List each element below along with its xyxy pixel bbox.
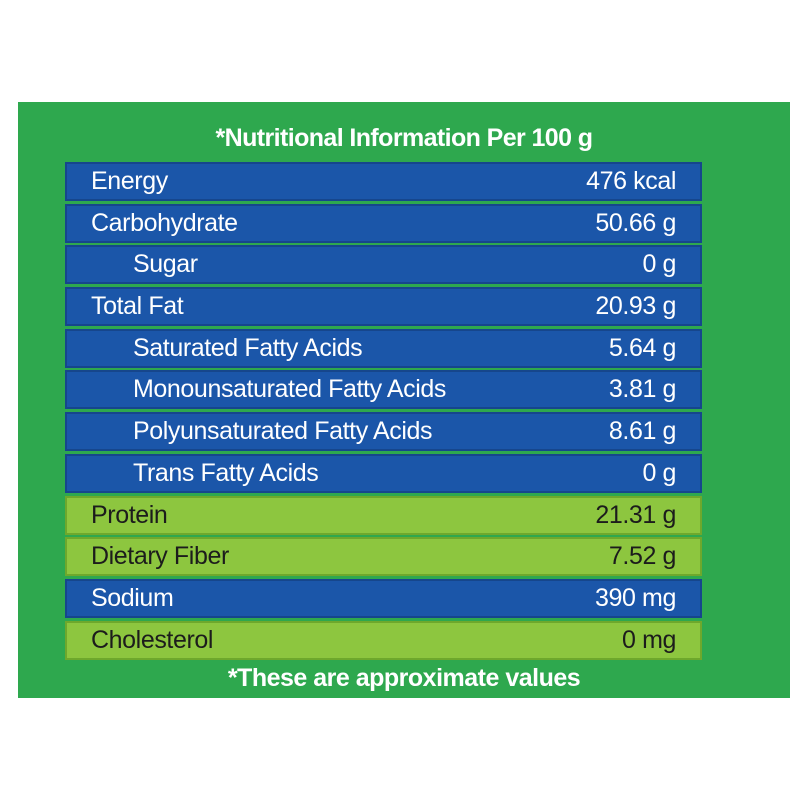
nutrient-label: Carbohydrate [91, 208, 238, 237]
nutrient-label: Dietary Fiber [91, 542, 229, 571]
nutrient-label: Total Fat [91, 292, 184, 321]
nutrient-value: 7.52 g [608, 542, 677, 571]
title: *Nutritional Information Per 100 g [215, 124, 593, 152]
nutrient-label: Polyunsaturated Fatty Acids [133, 417, 433, 446]
row: Total Fat 20.93 g [65, 287, 702, 327]
nutrient-value: 5.64 g [608, 333, 677, 362]
nutrient-label: Cholesterol [91, 625, 214, 654]
nutrient-label: Sugar [133, 250, 198, 279]
footnote: *These are approximate values [227, 664, 581, 692]
nutrition-table: Energy 476 kcal Carbohydrate 50.66 g Sugar… [65, 162, 702, 662]
nutrient-value: 21.31 g [595, 500, 676, 529]
row: Trans Fatty Acids 0 g [65, 453, 702, 493]
row: Protein 21.31 g [65, 495, 702, 535]
nutrient-value: 20.93 g [595, 292, 676, 321]
nutrient-value: 0 g [642, 250, 676, 279]
nutrient-value: 0 g [642, 458, 676, 487]
nutrient-label: Trans Fatty Acids [133, 458, 319, 487]
row: Sugar 0 g [65, 245, 702, 285]
nutrient-value: 390 mg [595, 583, 676, 612]
nutrient-value: 3.81 g [608, 375, 677, 404]
nutrient-label: Monounsaturated Fatty Acids [133, 375, 446, 404]
row: Dietary Fiber 7.52 g [65, 537, 702, 577]
nutrient-label: Energy [91, 167, 168, 195]
nutrient-label: Sodium [91, 583, 174, 612]
nutrient-value: 476 kcal [586, 167, 676, 195]
nutrition-panel: *Nutritional Information Per 100 g Energ… [18, 102, 790, 698]
nutrient-value: 50.66 g [595, 208, 676, 237]
nutrient-label: Protein [91, 500, 168, 529]
row: Sodium 390 mg [65, 578, 702, 618]
nutrient-value: 8.61 g [608, 417, 677, 446]
row: Saturated Fatty Acids 5.64 g [65, 328, 702, 368]
nutrient-value: 0 mg [622, 625, 676, 654]
row: Energy 476 kcal [65, 162, 702, 201]
nutrient-label: Saturated Fatty Acids [133, 333, 363, 362]
row: Polyunsaturated Fatty Acids 8.61 g [65, 412, 702, 452]
row: Carbohydrate 50.66 g [65, 203, 702, 243]
row: Monounsaturated Fatty Acids 3.81 g [65, 370, 702, 410]
row: Cholesterol 0 mg [65, 620, 702, 660]
